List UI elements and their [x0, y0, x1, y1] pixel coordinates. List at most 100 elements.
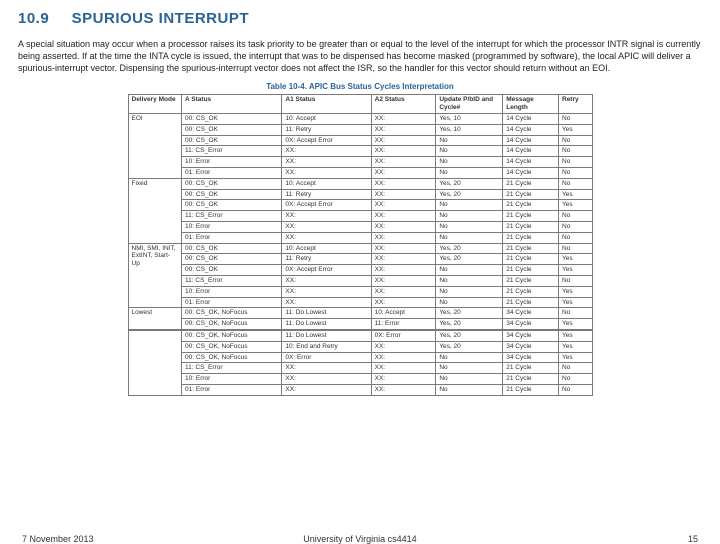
cell: XX:: [371, 157, 436, 168]
cell: 01: Error: [182, 384, 282, 395]
cell: XX:: [282, 363, 371, 374]
table-row: 00: CS_OK, NoFocus11: Do Lowest11: Error…: [128, 319, 592, 330]
table-row: 01: ErrorXX:XX:No21 CycleYes: [128, 297, 592, 308]
cell: 14 Cycle: [503, 114, 559, 125]
col-delivery-mode: Delivery Mode: [128, 95, 182, 114]
cell: XX:: [282, 157, 371, 168]
cell: 00: CS_OK: [182, 124, 282, 135]
cell: 11: CS_Error: [182, 211, 282, 222]
cell: Yes: [559, 265, 593, 276]
cell: XX:: [371, 124, 436, 135]
cell: XX:: [371, 243, 436, 254]
cell: No: [559, 211, 593, 222]
cell: 21 Cycle: [503, 363, 559, 374]
col-a2-status: A2 Status: [371, 95, 436, 114]
cell: No: [436, 200, 503, 211]
cell: 11: Retry: [282, 189, 371, 200]
cell: XX:: [371, 363, 436, 374]
cell: 10: Error: [182, 286, 282, 297]
cell: 00: CS_OK: [182, 178, 282, 189]
cell: 00: CS_OK, NoFocus: [182, 319, 282, 330]
table-row: 10: ErrorXX:XX:No21 CycleNo: [128, 374, 592, 385]
cell: No: [436, 265, 503, 276]
cell: No: [436, 286, 503, 297]
cell: XX:: [282, 286, 371, 297]
cell: 21 Cycle: [503, 275, 559, 286]
cell: No: [559, 243, 593, 254]
cell: 34 Cycle: [503, 308, 559, 319]
cell: 14 Cycle: [503, 135, 559, 146]
cell: Yes: [559, 286, 593, 297]
cell: XX:: [282, 168, 371, 179]
cell: XX:: [371, 168, 436, 179]
cell: XX:: [282, 275, 371, 286]
cell: XX:: [371, 146, 436, 157]
cell: No: [559, 374, 593, 385]
cell: No: [436, 363, 503, 374]
cell: 11: CS_Error: [182, 363, 282, 374]
col-update: Update P/bID and Cycle#: [436, 95, 503, 114]
cell: 00: CS_OK: [182, 254, 282, 265]
cell: No: [559, 168, 593, 179]
cell: No: [559, 114, 593, 125]
col-msg-length: Message Length: [503, 95, 559, 114]
cell: XX:: [282, 384, 371, 395]
table-row: Lowest00: CS_OK, NoFocus11: Do Lowest10:…: [128, 308, 592, 319]
cell: 11: Error: [371, 319, 436, 330]
cell: 00: CS_OK, NoFocus: [182, 330, 282, 341]
cell: 11: Retry: [282, 254, 371, 265]
body-paragraph: A special situation may occur when a pro…: [0, 34, 720, 82]
cell: 00: CS_OK: [182, 189, 282, 200]
cell: No: [436, 146, 503, 157]
cell: Yes, 20: [436, 319, 503, 330]
cell: 11: Retry: [282, 124, 371, 135]
table-row: 01: ErrorXX:XX:No21 CycleNo: [128, 384, 592, 395]
cell: No: [436, 275, 503, 286]
cell: 00: CS_OK: [182, 200, 282, 211]
table-row: 11: CS_ErrorXX:XX:No14 CycleNo: [128, 146, 592, 157]
cell-delivery-mode: NMI, SMI, INIT, ExtINT, Start-Up: [128, 243, 182, 308]
cell: XX:: [282, 211, 371, 222]
cell: Yes, 20: [436, 341, 503, 352]
cell: Yes: [559, 297, 593, 308]
cell: 21 Cycle: [503, 254, 559, 265]
cell: 11: Do Lowest: [282, 330, 371, 341]
table-row: 00: CS_OK0X: Accept ErrorXX:No21 CycleYe…: [128, 200, 592, 211]
cell: Yes, 20: [436, 308, 503, 319]
cell: 00: CS_OK, NoFocus: [182, 308, 282, 319]
cell: XX:: [282, 374, 371, 385]
cell: 00: CS_OK: [182, 114, 282, 125]
table-row: Fixed00: CS_OK10: AcceptXX:Yes, 2021 Cyc…: [128, 178, 592, 189]
cell: 34 Cycle: [503, 330, 559, 341]
cell-delivery-mode: Lowest: [128, 308, 182, 330]
cell: No: [559, 178, 593, 189]
cell: 00: CS_OK, NoFocus: [182, 352, 282, 363]
cell: XX:: [371, 135, 436, 146]
table-row: 11: CS_ErrorXX:XX:No21 CycleNo: [128, 211, 592, 222]
cell: No: [436, 135, 503, 146]
cell: 11: CS_Error: [182, 275, 282, 286]
cell: 21 Cycle: [503, 286, 559, 297]
cell: No: [436, 157, 503, 168]
cell: 10: Error: [182, 157, 282, 168]
cell: XX:: [371, 374, 436, 385]
cell: Yes, 20: [436, 189, 503, 200]
cell: Yes: [559, 330, 593, 341]
section-title: SPURIOUS INTERRUPT: [72, 10, 249, 27]
table-row: 00: CS_OK0X: Accept ErrorXX:No14 CycleNo: [128, 135, 592, 146]
cell: No: [559, 308, 593, 319]
cell: XX:: [371, 211, 436, 222]
cell: No: [559, 146, 593, 157]
table-row: 00: CS_OK11: RetryXX:Yes, 2021 CycleYes: [128, 189, 592, 200]
cell: XX:: [371, 189, 436, 200]
cell: No: [436, 352, 503, 363]
col-a-status: A Status: [182, 95, 282, 114]
cell: Yes: [559, 124, 593, 135]
cell: 21 Cycle: [503, 384, 559, 395]
cell-delivery-mode: Fixed: [128, 178, 182, 243]
cell: XX:: [371, 265, 436, 276]
cell: 00: CS_OK: [182, 243, 282, 254]
cell: 14 Cycle: [503, 124, 559, 135]
footer-page: 15: [688, 534, 698, 544]
cell: XX:: [282, 221, 371, 232]
